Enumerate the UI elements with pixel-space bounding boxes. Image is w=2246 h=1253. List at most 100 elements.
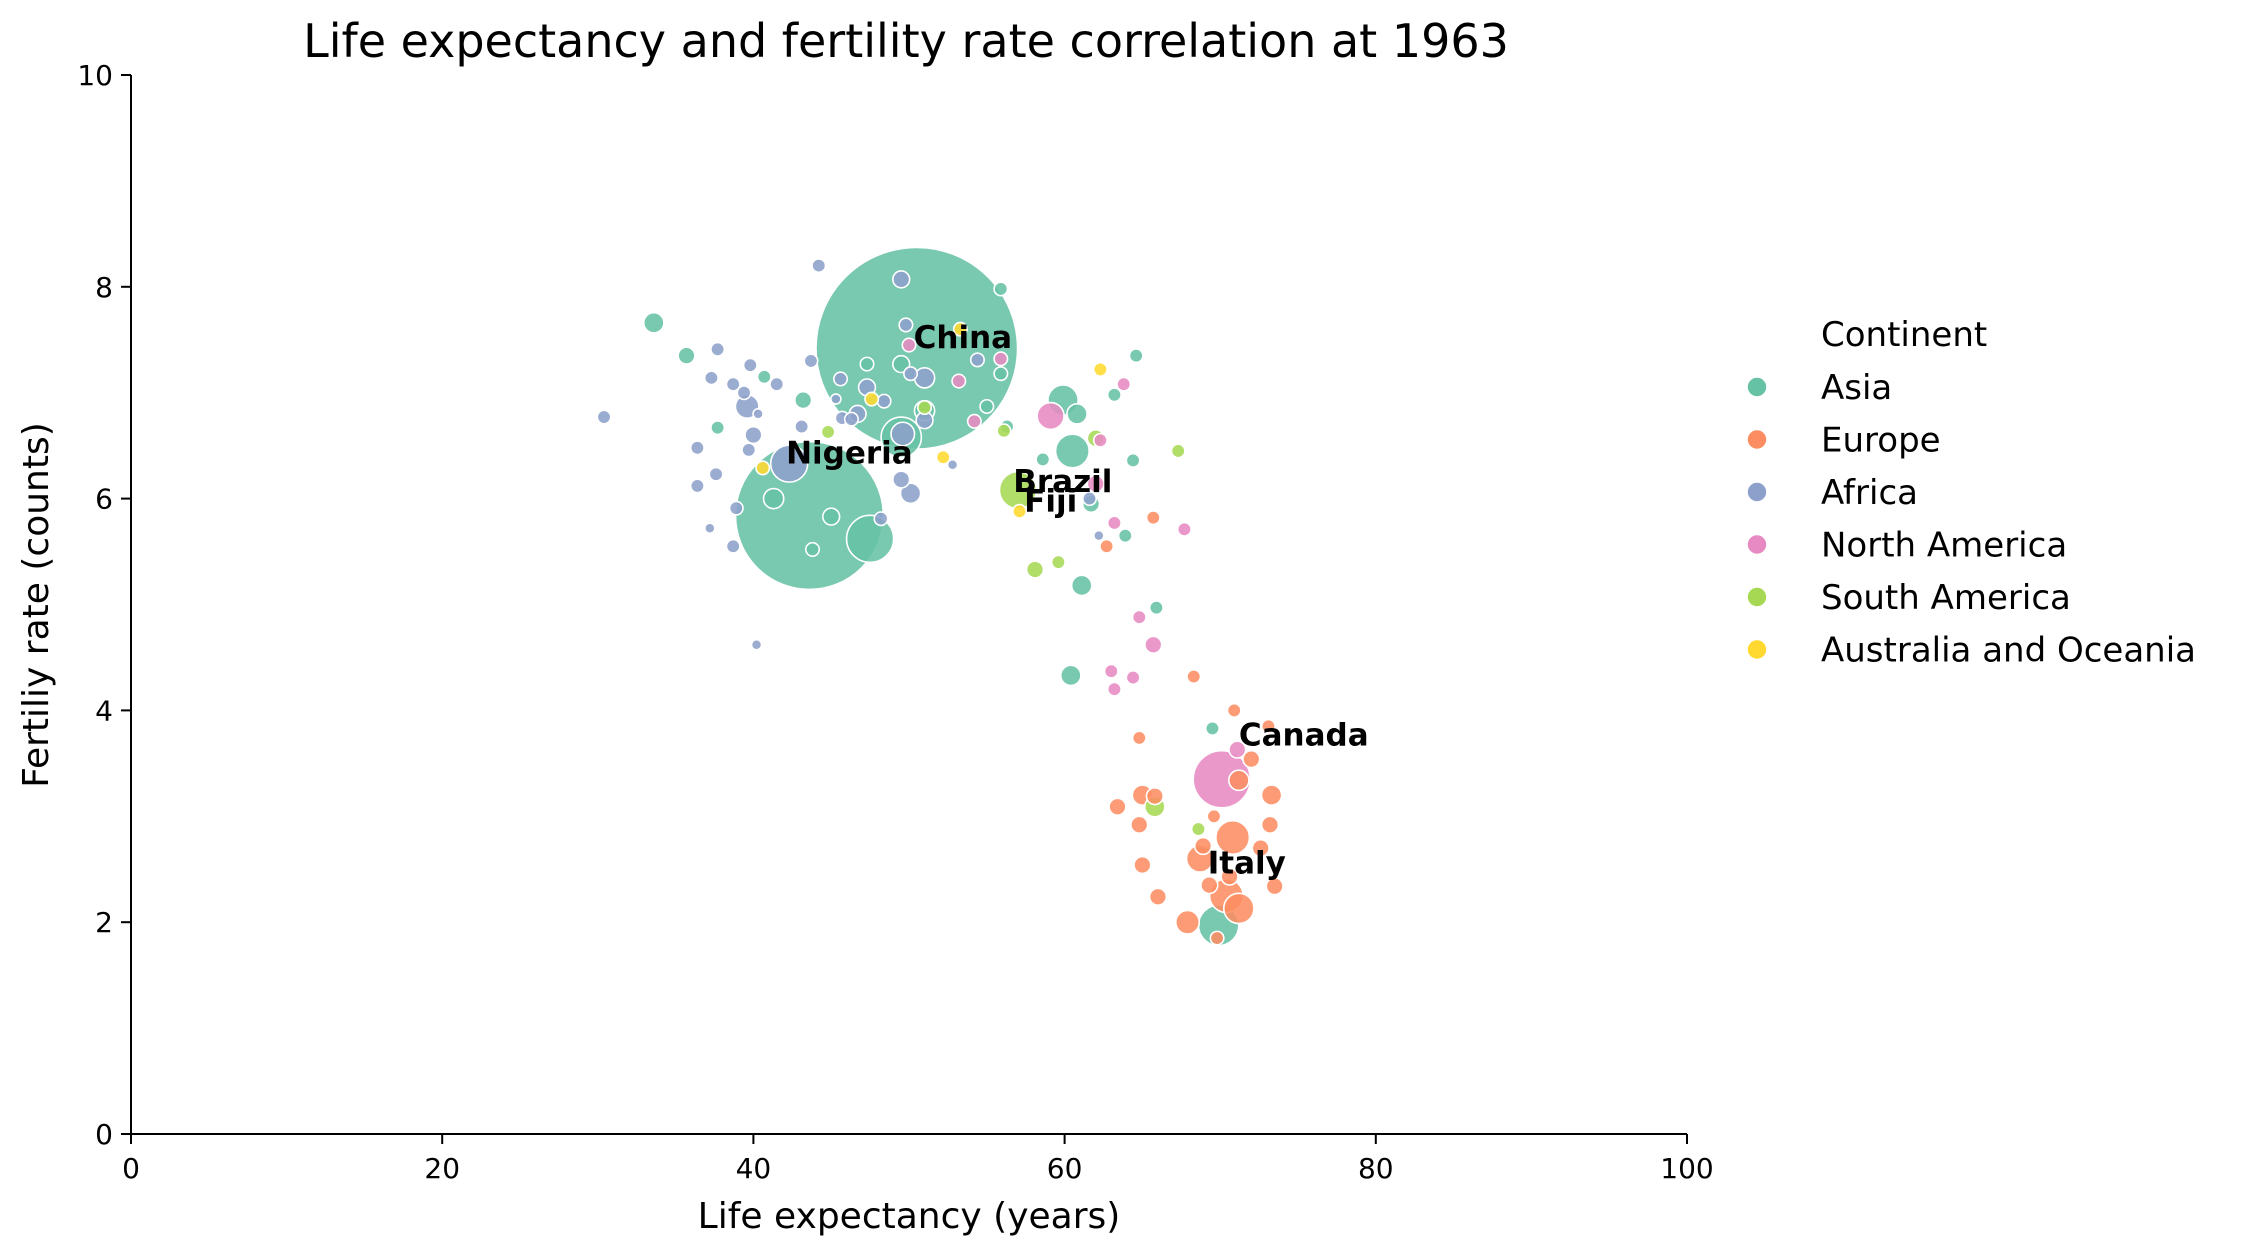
data-point-europe — [1260, 815, 1280, 834]
data-point-asia — [979, 398, 995, 414]
x-tick-label: 80 — [1358, 1152, 1394, 1185]
data-point-australia-and-oceania — [1092, 361, 1108, 377]
data-point-asia — [762, 487, 785, 510]
data-point-australia-and-oceania — [755, 460, 771, 476]
data-point-asia — [993, 366, 1009, 382]
y-axis-label: Fertiliy rate (counts) — [16, 422, 57, 788]
points-layer — [596, 246, 1284, 947]
data-point-asia — [1117, 528, 1133, 544]
data-point-africa — [710, 341, 726, 357]
annotation-nigeria: Nigeria — [786, 436, 913, 472]
data-point-asia — [859, 356, 875, 372]
y-ticks: 0 2 4 6 8 10 — [77, 59, 131, 1151]
data-point-africa — [946, 458, 959, 471]
data-point-europe — [1148, 887, 1168, 906]
y-tick-label: 0 — [95, 1118, 113, 1151]
y-tick-label: 4 — [95, 694, 113, 727]
data-point-north-america — [966, 413, 982, 429]
data-point-north-america — [951, 373, 967, 389]
data-point-north-america — [901, 337, 917, 353]
data-point-europe — [1209, 930, 1225, 946]
data-point-africa — [728, 500, 744, 516]
data-point-asia — [1148, 600, 1164, 616]
data-point-africa — [876, 393, 892, 409]
data-point-north-america — [1192, 749, 1252, 809]
data-point-europe — [1186, 668, 1202, 685]
data-point-north-america — [1116, 376, 1132, 392]
data-point-asia — [1106, 387, 1122, 403]
data-point-north-america — [1106, 515, 1122, 531]
legend-marker-north-america — [1746, 533, 1768, 556]
data-point-africa — [890, 421, 916, 447]
data-point-europe — [1099, 538, 1115, 554]
x-tick-label: 100 — [1660, 1152, 1713, 1185]
data-point-africa — [830, 393, 842, 405]
data-point-africa — [689, 478, 705, 494]
legend-label-north-america: North America — [1821, 526, 2067, 566]
x-ticks: 0 20 40 60 80 100 — [122, 1134, 1714, 1185]
data-point-africa — [969, 352, 985, 368]
data-point-south-america — [917, 400, 933, 416]
data-point-north-america — [1144, 635, 1163, 654]
data-point-europe — [1220, 867, 1239, 886]
data-point-europe — [1130, 815, 1149, 834]
data-point-africa — [769, 444, 809, 483]
data-point-africa — [703, 370, 719, 386]
data-point-europe — [1222, 892, 1255, 925]
data-point-africa — [708, 466, 724, 482]
data-point-asia — [1054, 433, 1090, 469]
data-point-africa — [596, 409, 612, 425]
data-point-south-america — [996, 423, 1012, 439]
data-point-south-america — [1170, 443, 1186, 459]
data-point-europe — [1145, 510, 1161, 526]
data-point-asia — [805, 541, 821, 557]
data-point-africa — [811, 258, 827, 274]
data-point-north-america — [1176, 521, 1192, 537]
data-point-africa — [736, 385, 752, 401]
data-point-africa — [892, 270, 911, 289]
data-point-asia — [821, 507, 841, 526]
data-point-europe — [1215, 819, 1251, 856]
data-point-north-america — [1125, 670, 1141, 686]
data-point-asia — [845, 514, 895, 564]
data-point-africa — [750, 638, 763, 651]
legend-marker-africa — [1746, 481, 1768, 503]
data-point-africa — [873, 511, 889, 527]
legend-marker-europe — [1746, 428, 1768, 451]
data-point-asia — [993, 281, 1009, 297]
legend-marker-asia — [1746, 376, 1768, 398]
data-point-europe — [1242, 749, 1261, 769]
data-point-asia — [1035, 451, 1051, 467]
annotation-canada: Canada — [1239, 717, 1369, 753]
y-tick-label: 10 — [77, 59, 113, 92]
x-tick-label: 60 — [1047, 1152, 1083, 1185]
legend-label-south-america: South America — [1821, 578, 2071, 618]
data-point-asia — [756, 369, 772, 385]
x-tick-label: 0 — [122, 1152, 140, 1185]
y-tick-label: 2 — [95, 906, 113, 939]
data-point-south-america — [1025, 560, 1045, 579]
data-point-europe — [1227, 769, 1250, 792]
data-point-asia — [1070, 574, 1093, 597]
data-point-africa — [892, 470, 911, 489]
data-point-africa — [803, 353, 819, 369]
data-point-africa — [794, 419, 810, 435]
data-point-africa — [898, 317, 914, 333]
data-point-north-america — [1131, 609, 1147, 625]
x-tick-label: 40 — [736, 1152, 772, 1185]
data-point-asia — [1128, 348, 1144, 364]
data-point-africa — [725, 538, 741, 554]
data-point-asia — [677, 346, 696, 365]
data-point-africa — [752, 408, 764, 420]
data-point-north-america — [1106, 681, 1122, 697]
legend-label-africa: Africa — [1821, 473, 1918, 513]
data-point-north-america — [1103, 663, 1119, 679]
data-point-europe — [1260, 718, 1276, 734]
data-point-africa — [899, 482, 922, 505]
data-point-europe — [1131, 730, 1147, 746]
data-point-europe — [1145, 786, 1165, 806]
data-point-europe — [1206, 808, 1222, 824]
data-point-north-america — [1228, 740, 1247, 759]
data-point-asia — [1066, 403, 1088, 425]
